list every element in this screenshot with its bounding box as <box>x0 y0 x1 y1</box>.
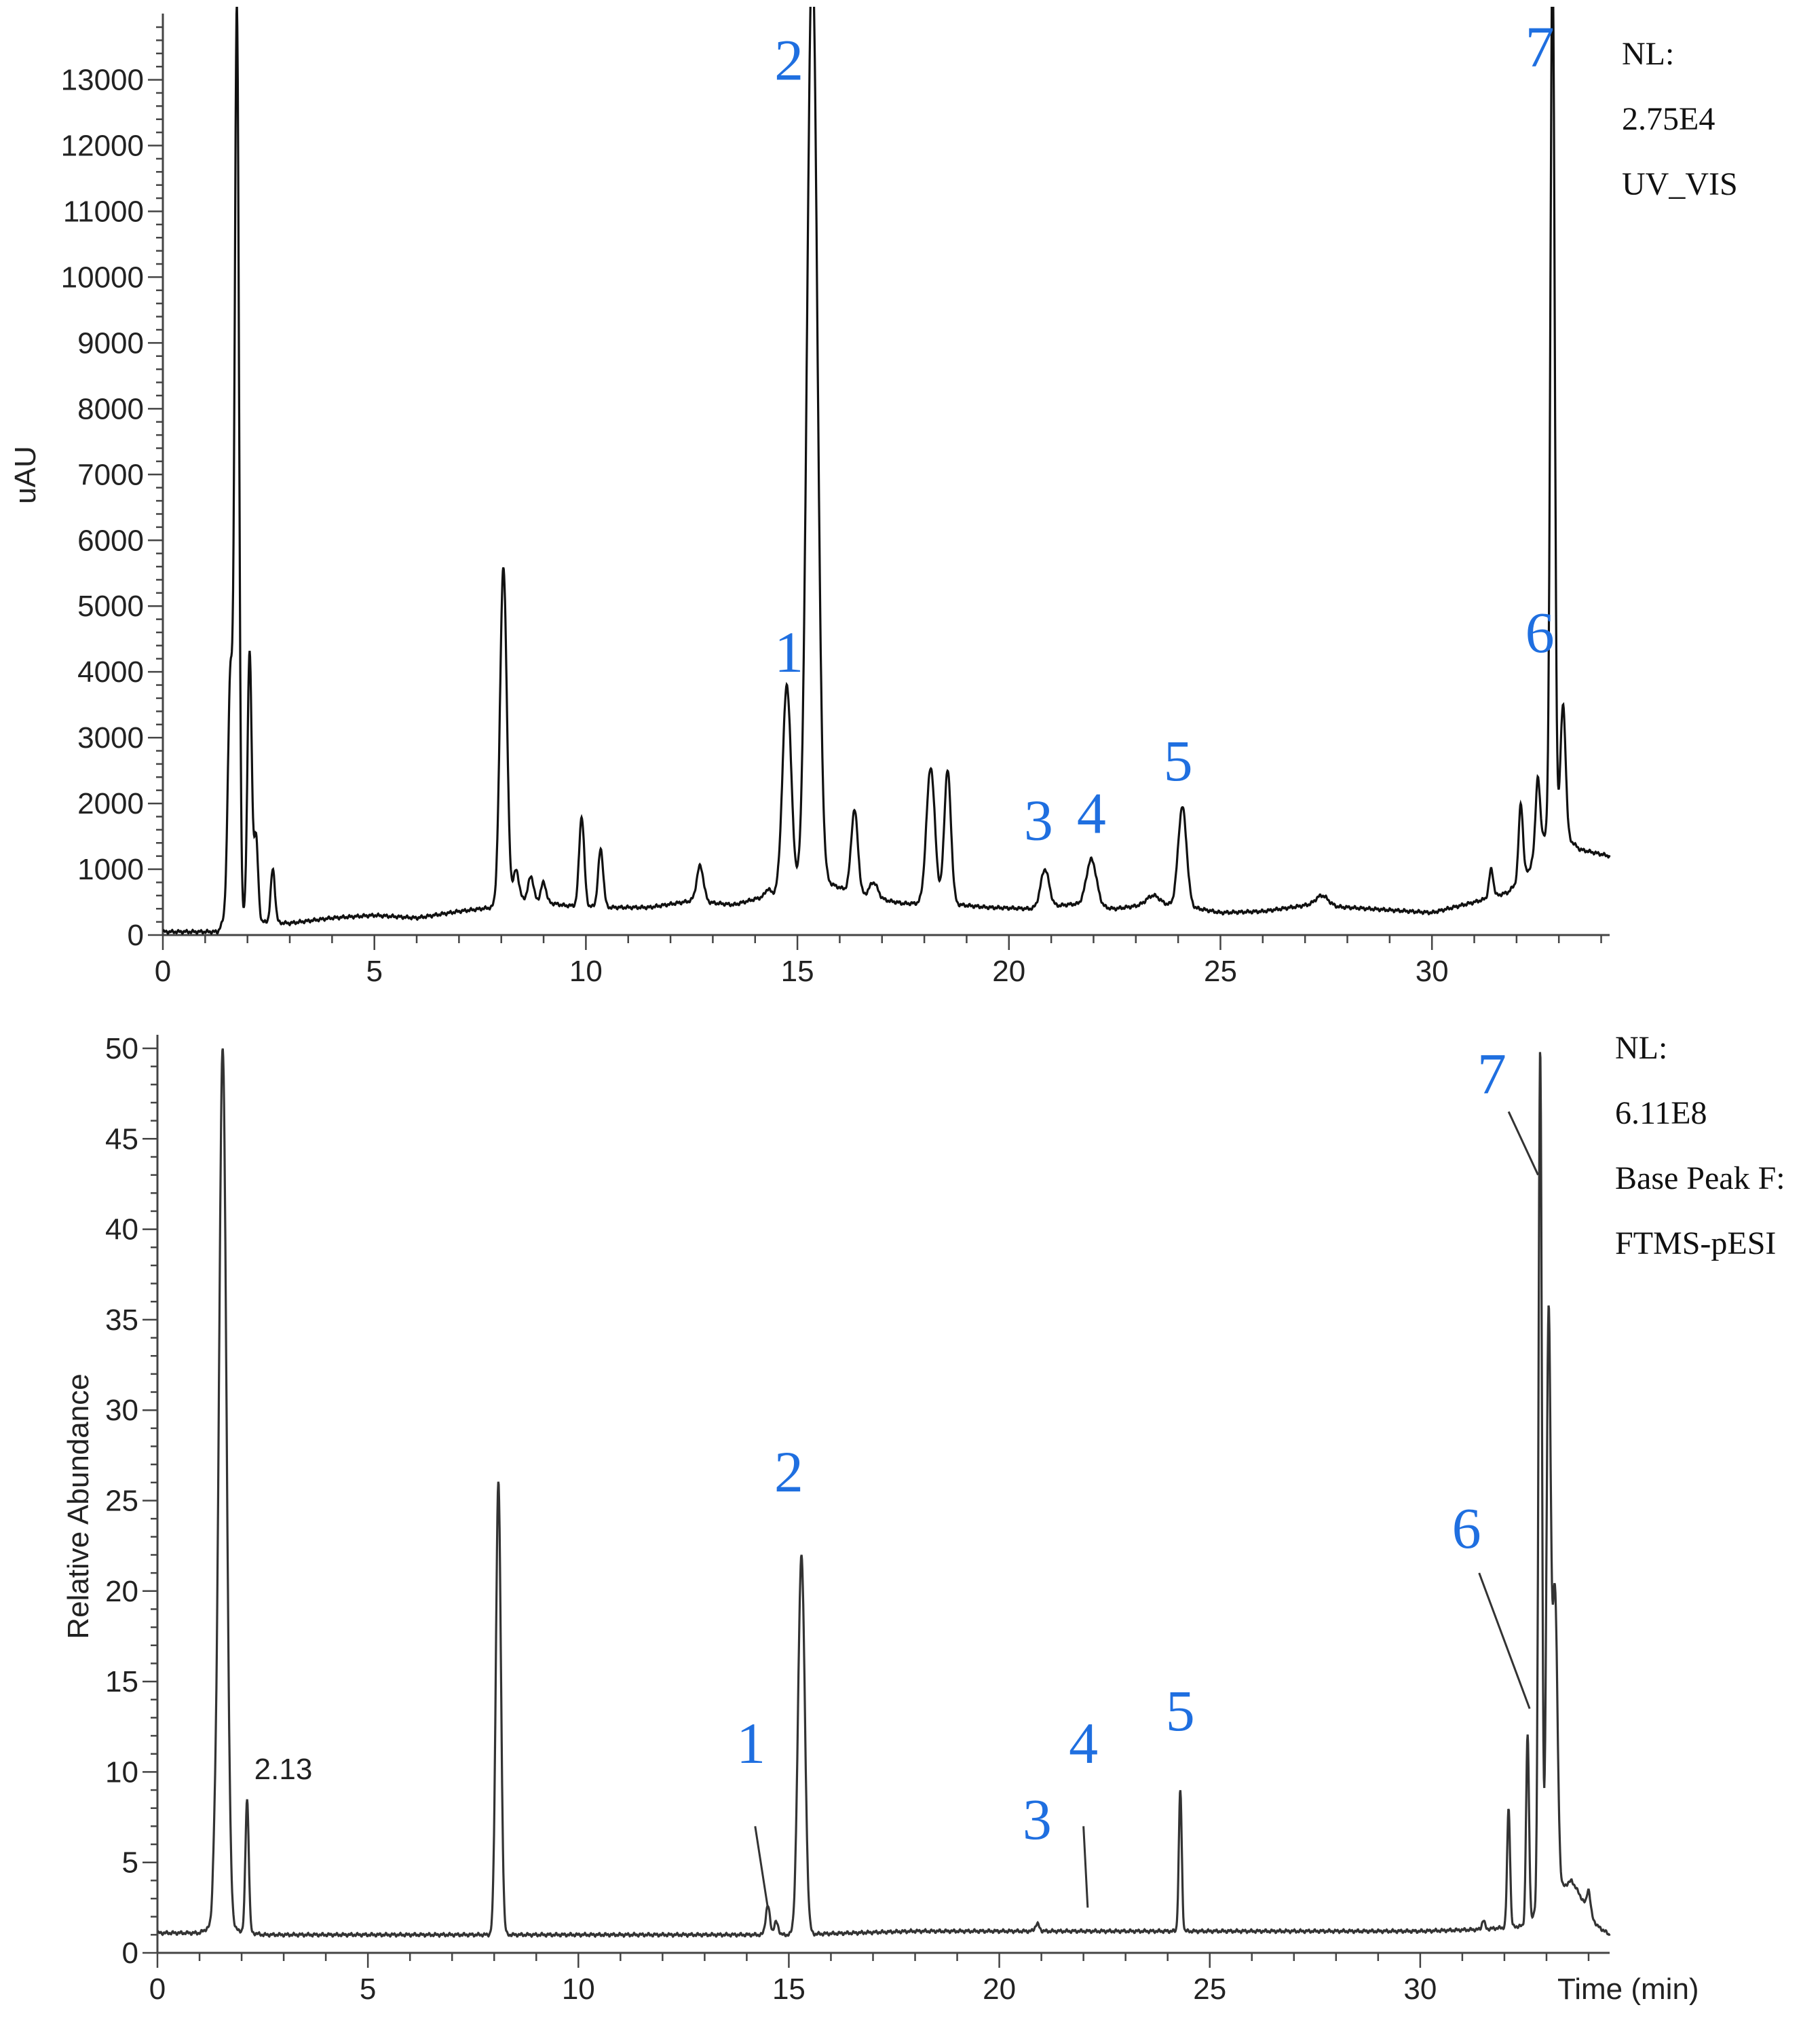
peak-number-label: 7 <box>1525 14 1555 79</box>
peak-number-label: 4 <box>1069 1711 1098 1776</box>
y-tick-label: 5000 <box>77 590 144 623</box>
y-tick-label: 8000 <box>77 392 144 425</box>
y-tick-label: 40 <box>105 1213 138 1246</box>
peak-leader-line <box>754 1826 769 1908</box>
peak-number-label: 2 <box>774 28 803 93</box>
y-tick-label: 5 <box>122 1846 138 1880</box>
peak-number-label: 7 <box>1477 1042 1506 1107</box>
x-tick-label: 15 <box>781 955 814 988</box>
peak-leader-line <box>1082 1826 1089 1908</box>
y-axis-title: uAU <box>9 446 42 504</box>
x-tick-label: 0 <box>149 1973 166 2006</box>
peak-number-label: 3 <box>1024 787 1053 852</box>
y-tick-label: 2000 <box>77 787 144 820</box>
x-tick-label: 20 <box>983 1973 1016 2006</box>
y-tick-label: 0 <box>128 919 144 952</box>
x-tick-label: 30 <box>1416 955 1449 988</box>
y-tick-label: 35 <box>105 1303 138 1337</box>
chromatogram-trace <box>163 7 1611 935</box>
peak-number-label: 5 <box>1166 1678 1195 1743</box>
peak-number-label: 4 <box>1077 781 1106 846</box>
info-text-line: FTMS-pESI <box>1615 1225 1776 1261</box>
y-tick-label: 6000 <box>77 524 144 557</box>
x-tick-label: 15 <box>772 1973 805 2006</box>
y-tick-label: 3000 <box>77 721 144 755</box>
ms-chromatogram-panel: 0 5 10 15 20 25 3005101520253035404550Relative… <box>62 1030 1785 2006</box>
peak-leader-line <box>1478 1572 1531 1709</box>
y-tick-label: 7000 <box>77 458 144 491</box>
y-tick-label: 20 <box>105 1575 138 1608</box>
y-axis-title: Relative Abundance <box>62 1373 95 1639</box>
peak-number-label: 6 <box>1452 1496 1481 1561</box>
peak-leader-line <box>1507 1111 1539 1176</box>
y-tick-label: 9000 <box>77 326 144 360</box>
peak-number-label: 2 <box>774 1439 803 1504</box>
y-tick-label: 45 <box>105 1122 138 1156</box>
y-tick-label: 10 <box>105 1755 138 1789</box>
x-tick-label: 5 <box>360 1973 376 2006</box>
info-text-line: 6.11E8 <box>1615 1095 1707 1131</box>
info-text-line: Base Peak F: <box>1615 1160 1785 1196</box>
y-tick-label: 11000 <box>63 195 144 228</box>
x-tick-label: 25 <box>1204 955 1237 988</box>
chromatogram-trace <box>157 1048 1611 1939</box>
y-tick-label: 50 <box>105 1032 138 1065</box>
y-tick-label: 15 <box>105 1665 138 1698</box>
y-tick-label: 12000 <box>61 130 144 163</box>
x-tick-label: 5 <box>366 955 382 988</box>
x-tick-label: 10 <box>562 1973 595 2006</box>
info-text-line: NL: <box>1622 36 1674 72</box>
peak-number-label: 1 <box>774 620 803 685</box>
peak-number-label: 5 <box>1164 728 1193 793</box>
x-tick-label: 10 <box>569 955 603 988</box>
y-tick-label: 4000 <box>77 655 144 689</box>
x-tick-label: 20 <box>992 955 1025 988</box>
peak-number-label: 6 <box>1525 600 1555 665</box>
y-tick-label: 0 <box>122 1937 138 1970</box>
info-text-line: UV_VIS <box>1622 166 1738 202</box>
y-tick-label: 30 <box>105 1394 138 1427</box>
x-tick-label: 25 <box>1193 1973 1226 2006</box>
y-tick-label: 10000 <box>61 261 144 294</box>
x-axis-title: Time (min) <box>1557 1973 1699 2006</box>
x-tick-label: 0 <box>155 955 171 988</box>
retention-time-label: 2.13 <box>254 1753 313 1786</box>
uv-chromatogram-panel: 0 5 10 15 20 25 300100020003000400050006000700… <box>9 7 1738 988</box>
x-tick-label: 30 <box>1403 1973 1437 2006</box>
y-tick-label: 25 <box>105 1485 138 1518</box>
peak-number-label: 3 <box>1023 1787 1052 1852</box>
y-tick-label: 1000 <box>77 853 144 886</box>
info-text-line: 2.75E4 <box>1622 101 1715 137</box>
info-text-line: NL: <box>1615 1030 1667 1066</box>
peak-number-label: 1 <box>736 1711 765 1776</box>
y-tick-label: 13000 <box>61 64 144 97</box>
